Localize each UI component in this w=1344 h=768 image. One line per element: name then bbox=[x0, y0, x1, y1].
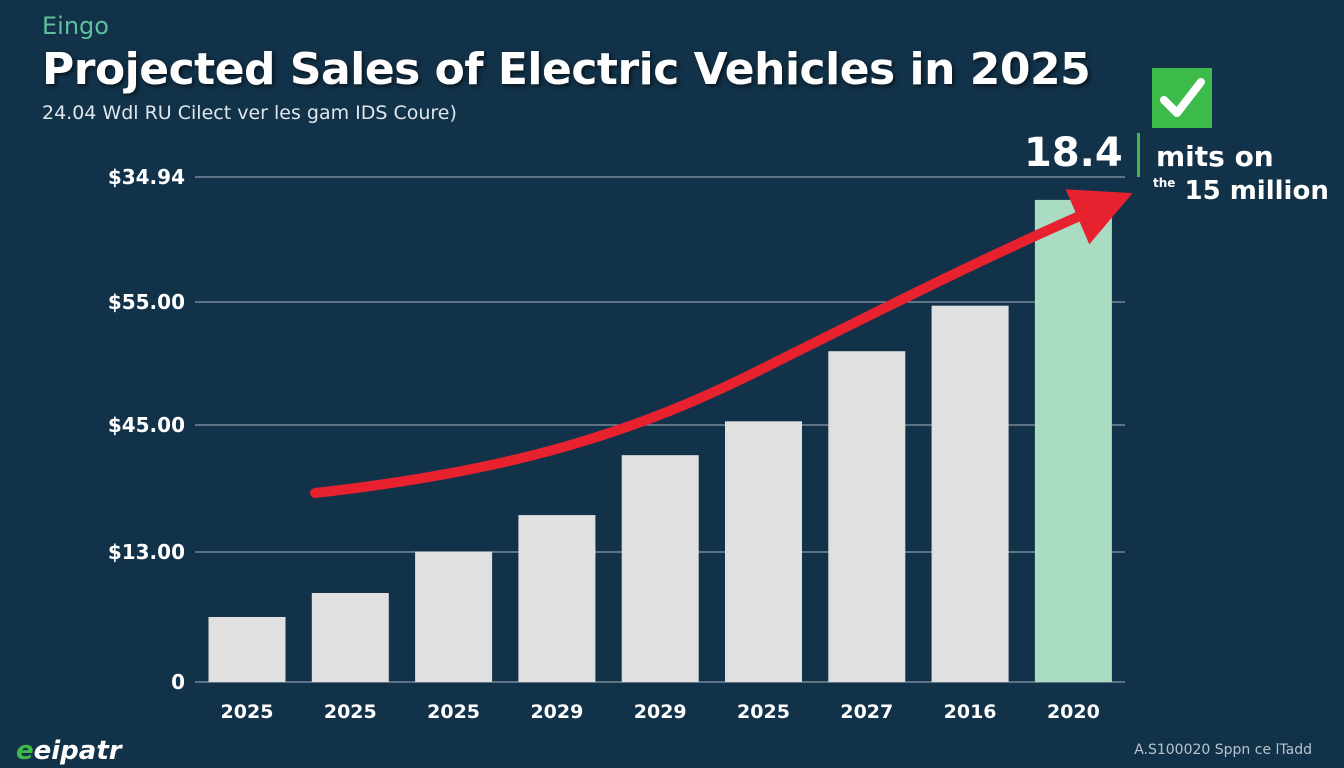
annotation-value: 18.4 bbox=[1024, 130, 1123, 176]
x-tick-label: 2029 bbox=[530, 701, 583, 723]
footer-logo-text: eipatr bbox=[33, 736, 122, 766]
y-tick-label: 0 bbox=[171, 670, 185, 694]
x-tick-label: 2025 bbox=[427, 701, 480, 723]
bar bbox=[311, 593, 389, 682]
annotation-divider bbox=[1137, 133, 1140, 177]
bar bbox=[725, 421, 802, 682]
bar bbox=[415, 551, 493, 682]
highlight-bar bbox=[1034, 199, 1112, 682]
annotation-line2-text: 15 million bbox=[1184, 176, 1329, 206]
check-icon bbox=[1152, 68, 1212, 128]
annotation-line1: mits on bbox=[1156, 140, 1274, 173]
x-tick-label: 2016 bbox=[944, 701, 997, 723]
x-tick-label: 2020 bbox=[1047, 701, 1100, 723]
x-tick-label: 2027 bbox=[840, 701, 893, 723]
footer-logo: eeipatr bbox=[16, 736, 122, 766]
bar bbox=[931, 305, 1009, 682]
footer-note: A.S100020 Sppn ce lTadd bbox=[1134, 742, 1312, 758]
annotation-prefix: the bbox=[1153, 176, 1176, 190]
brand-label: Eingo bbox=[42, 12, 109, 40]
y-tick-label: $34.94 bbox=[108, 165, 185, 189]
trend-arrow bbox=[310, 189, 1133, 498]
x-tick-label: 2025 bbox=[221, 701, 274, 723]
chart-subtitle: 24.04 Wdl RU Cilect ver les gam IDS Cour… bbox=[42, 102, 457, 124]
bar bbox=[621, 455, 699, 682]
x-tick-label: 2025 bbox=[737, 701, 790, 723]
y-tick-label: $55.00 bbox=[108, 290, 185, 314]
bar bbox=[208, 617, 286, 682]
bar bbox=[518, 515, 596, 682]
annotation-line2: the 15 million bbox=[1153, 176, 1329, 206]
bar bbox=[828, 351, 906, 682]
x-tick-label: 2025 bbox=[324, 701, 377, 723]
y-tick-label: $13.00 bbox=[108, 540, 185, 564]
y-tick-label: $45.00 bbox=[108, 413, 185, 437]
x-tick-label: 2029 bbox=[634, 701, 687, 723]
chart-title: Projected Sales of Electric Vehicles in … bbox=[42, 44, 1091, 95]
